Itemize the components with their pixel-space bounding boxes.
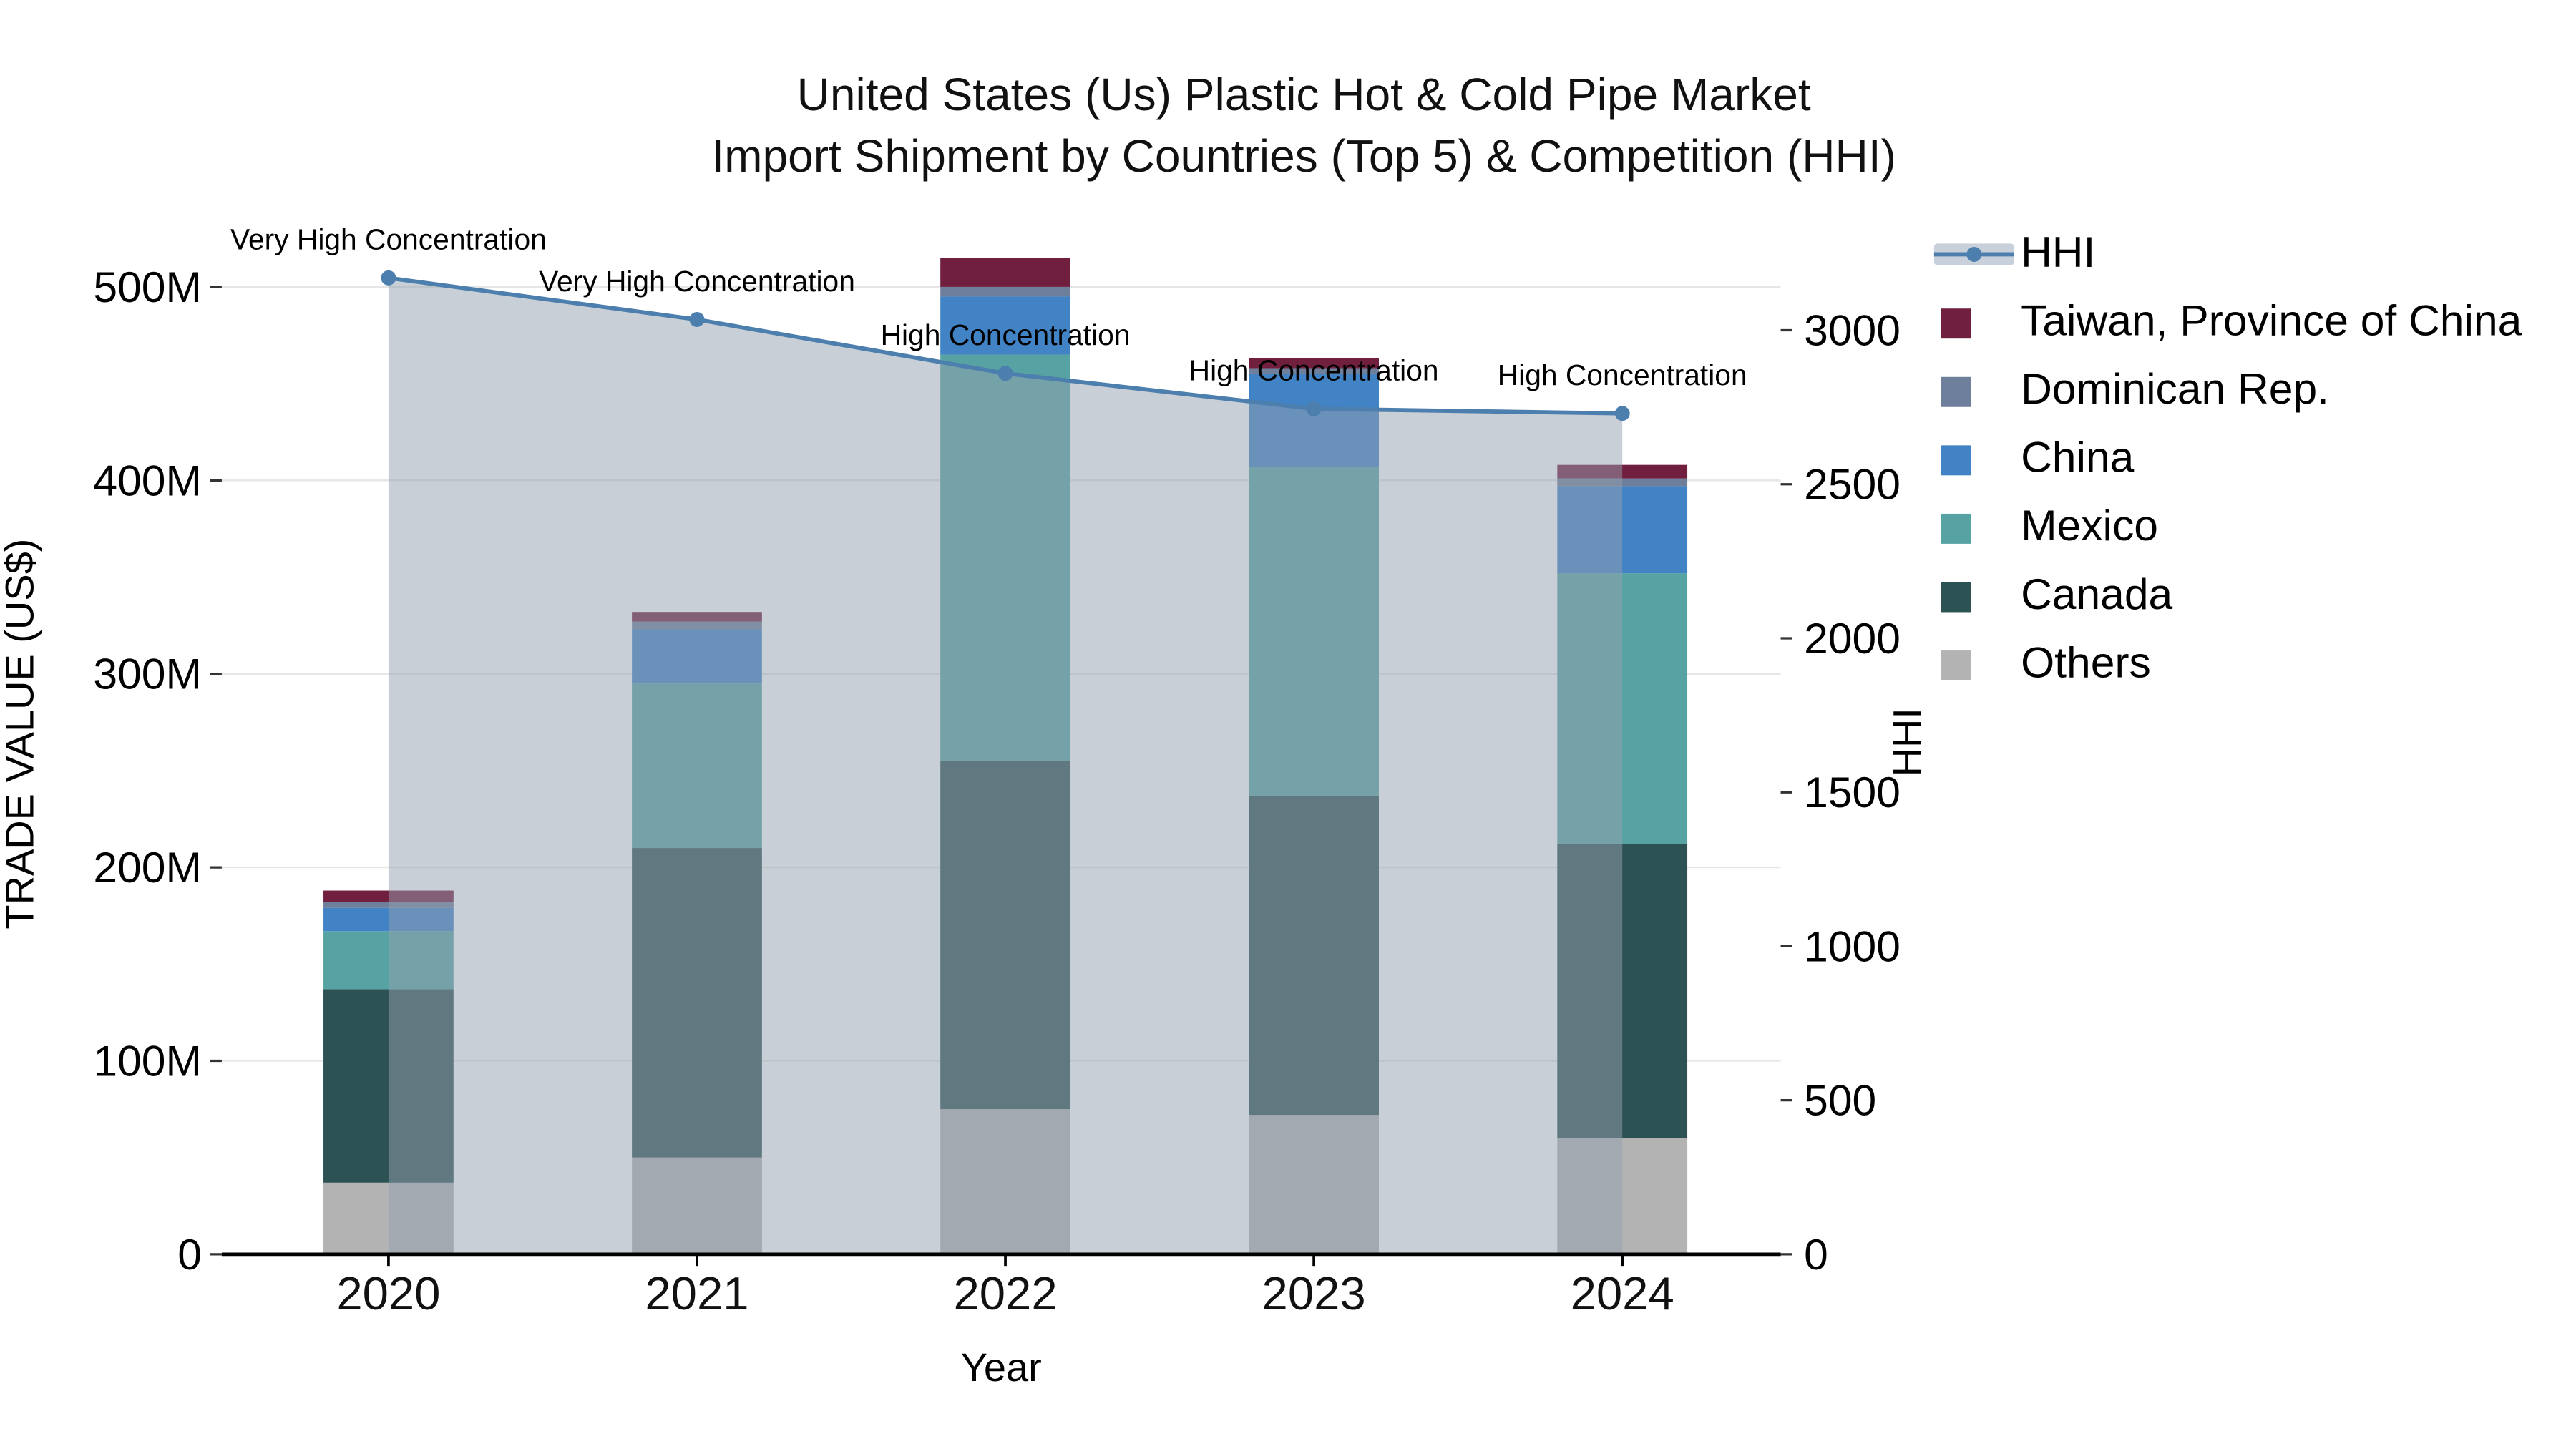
right-tick-2500: 2500 <box>1804 460 1901 509</box>
hhi-marker-2023 <box>1306 401 1322 416</box>
legend-label-taiwan-province-of-china: Taiwan, Province of China <box>2021 296 2522 345</box>
hhi-annotation-2021: Very High Concentration <box>539 265 855 298</box>
legend-swatch-dominican-rep- <box>1941 376 1971 407</box>
hhi-annotation-2024: High Concentration <box>1498 358 1747 391</box>
legend-label-hhi: HHI <box>2021 228 2095 276</box>
x-tick-2022: 2022 <box>953 1267 1057 1319</box>
legend-label-mexico: Mexico <box>2021 501 2158 550</box>
right-tick-1000: 1000 <box>1804 922 1901 970</box>
legend-swatch-canada <box>1941 582 1971 613</box>
x-tick-2021: 2021 <box>645 1267 748 1319</box>
right-tick-500: 500 <box>1804 1076 1876 1125</box>
legend-label-canada: Canada <box>2021 570 2172 618</box>
right-tick-3000: 3000 <box>1804 306 1901 354</box>
hhi-area-fill <box>388 278 1623 1254</box>
x-tick-2020: 2020 <box>336 1267 440 1319</box>
legend-swatch-taiwan-province-of-china <box>1941 308 1971 339</box>
hhi-annotation-2020: Very High Concentration <box>230 223 547 256</box>
left-tick-200M: 200M <box>93 843 202 892</box>
bar-segment-2022-taiwan-province-of-china <box>940 258 1070 287</box>
legend-swatch-hhi-marker <box>1966 246 1982 262</box>
bar-segment-2023-dominican-rep- <box>1249 368 1379 374</box>
chart-title-line2: Import Shipment by Countries (Top 5) & C… <box>711 130 1896 182</box>
left-tick-100M: 100M <box>93 1036 202 1085</box>
right-tick-1500: 1500 <box>1804 768 1901 816</box>
legend-label-dominican-rep-: Dominican Rep. <box>2021 364 2329 413</box>
legend-swatch-mexico <box>1941 513 1971 544</box>
x-tick-2023: 2023 <box>1262 1267 1366 1319</box>
tick-marks <box>210 286 1792 1267</box>
bar-segment-2024-dominican-rep- <box>1557 478 1688 487</box>
right-tick-0: 0 <box>1804 1230 1828 1279</box>
x-axis-label: Year <box>961 1345 1042 1390</box>
right-axis-label: HHI <box>1884 708 1929 776</box>
hhi-annotation-2023: High Concentration <box>1189 354 1439 387</box>
legend-swatch-china <box>1941 445 1971 476</box>
left-tick-400M: 400M <box>93 456 202 504</box>
hhi-marker-2021 <box>689 311 705 327</box>
right-tick-2000: 2000 <box>1804 614 1901 663</box>
left-tick-0: 0 <box>177 1230 202 1279</box>
hhi-marker-2020 <box>381 270 396 286</box>
hhi-annotation-2022: High Concentration <box>881 318 1131 351</box>
x-tick-2024: 2024 <box>1571 1267 1674 1319</box>
hhi-annotations: Very High Concentration Very High Concent… <box>230 223 1747 391</box>
legend: HHI Taiwan, Province of China Dominican Re… <box>1933 228 2522 686</box>
legend-label-china: China <box>2021 433 2135 482</box>
legend-label-others: Others <box>2021 638 2151 686</box>
chart-title-line1: United States (Us) Plastic Hot & Cold Pi… <box>797 69 1811 120</box>
bar-segment-2023-taiwan-province-of-china <box>1249 358 1379 369</box>
bar-segment-2022-china <box>940 296 1070 355</box>
hhi-marker-2024 <box>1614 406 1630 421</box>
hhi-marker-2022 <box>997 366 1013 381</box>
left-tick-500M: 500M <box>93 263 202 311</box>
legend-swatch-others <box>1941 650 1971 681</box>
left-axis-label: TRADE VALUE (US$) <box>0 539 42 930</box>
bar-segment-2022-dominican-rep- <box>940 286 1070 297</box>
left-tick-300M: 300M <box>93 650 202 698</box>
tick-labels: 0 100M 200M 300M 400M 500M 0 500 1000 1500 2000 250… <box>93 263 1900 1319</box>
